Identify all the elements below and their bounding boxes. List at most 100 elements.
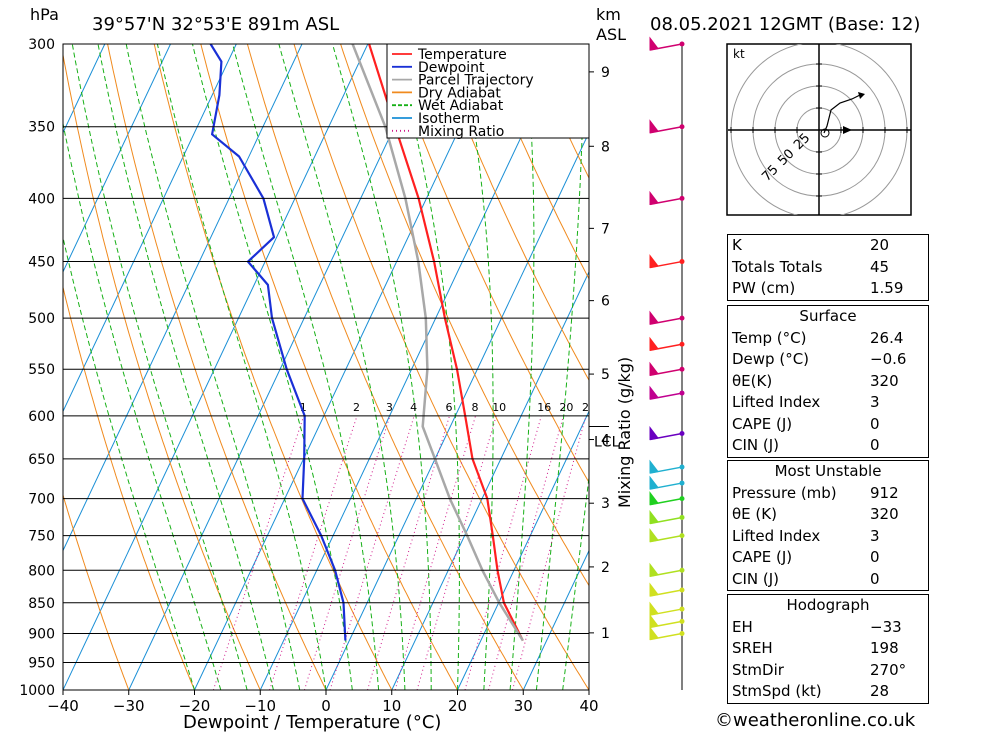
km-tick-label: 9: [601, 65, 610, 81]
row-label: Temp (°C): [732, 328, 807, 347]
wind-barb-dot: [679, 630, 685, 636]
wet-adiabat-line: [459, 44, 494, 690]
panel-row: PW (cm) 1.59: [728, 278, 928, 300]
wet-adiabat-line: [509, 44, 535, 690]
x-axis-label: Dewpoint / Temperature (°C): [183, 712, 441, 733]
hodograph-unit-label: kt: [733, 47, 745, 61]
row-label: θE (K): [732, 505, 777, 523]
x-tick-label: 10: [382, 697, 401, 715]
wind-barb-flag: [649, 254, 659, 269]
row-label: Lifted Index: [732, 526, 821, 545]
datetime-title: 08.05.2021 12GMT (Base: 12): [650, 14, 920, 35]
row-value: 0: [870, 414, 880, 433]
isotherm-line: [259, 44, 566, 690]
legend-entry: Parcel Trajectory: [418, 73, 534, 89]
row-value: 270°: [870, 660, 907, 679]
isotherm-line: [194, 44, 500, 690]
panel-row: θE (K) 320: [728, 504, 928, 526]
dry-adiabat-line: [479, 44, 589, 280]
x-tick-label: 30: [514, 697, 533, 715]
row-value: 0: [870, 436, 880, 454]
surface-panel: Surface Temp (°C) 26.4 Dewp (°C) −0.6 θE(K) 32…: [727, 305, 929, 458]
row-label: CAPE (J): [732, 548, 793, 566]
wind-barb-flag: [649, 582, 659, 597]
mixing-ratio-line: [367, 415, 450, 690]
wind-barb-dot: [679, 259, 685, 265]
dry-adiabat-line: [63, 52, 261, 690]
row-label: θE(K): [732, 371, 773, 390]
wind-barb-flag: [649, 491, 659, 506]
wind-barb-flag: [649, 310, 659, 325]
row-value: 28: [870, 682, 890, 700]
panel-row: Pressure (mb) 912: [728, 483, 928, 505]
pressure-tick-label: 950: [28, 655, 55, 671]
row-label: Dewp (°C): [732, 350, 810, 368]
credit-text: ©weatheronline.co.uk: [715, 710, 916, 731]
wind-barb-flag: [649, 36, 659, 51]
wind-barb-dot: [679, 315, 685, 321]
mixing-ratio-label: 4: [410, 401, 417, 414]
wind-barb-flag: [649, 509, 659, 525]
km-tick-label: 1: [601, 626, 610, 642]
wind-barb-dot: [679, 567, 685, 573]
dry-adiabat-line: [63, 285, 195, 690]
wind-barb-dot: [679, 606, 685, 612]
legend-entry: Wet Adiabat: [418, 98, 504, 114]
wet-adiabat-line: [562, 473, 589, 690]
row-value: 3: [870, 526, 880, 545]
wind-barb-dot: [679, 431, 685, 437]
panel-title: Surface: [799, 307, 857, 325]
km-tick-label: 3: [601, 496, 610, 512]
pressure-tick-label: 550: [28, 362, 55, 378]
pressure-tick-label: 900: [28, 626, 55, 642]
legend-entry: Dry Adiabat: [418, 85, 501, 101]
row-label: K: [732, 236, 742, 254]
panel-row: Lifted Index 3: [728, 392, 928, 414]
wind-barb-flag: [649, 528, 659, 543]
wind-barb-dot: [679, 496, 685, 502]
row-value: 20: [870, 236, 890, 254]
pressure-tick-label: 450: [28, 255, 55, 271]
wind-barb-dot: [679, 464, 685, 470]
wet-adiabat-line: [156, 44, 327, 690]
wind-barb-dot: [679, 341, 685, 347]
mixing-ratio-label: 8: [472, 401, 479, 414]
wind-barb-flag: [649, 625, 659, 641]
mixing-ratio-line: [212, 415, 305, 690]
wind-barb-dot: [679, 618, 685, 624]
row-label: Lifted Index: [732, 393, 821, 411]
wind-barb-flag: [649, 190, 659, 205]
wind-barb-dot: [679, 533, 685, 539]
x-tick-label: −30: [113, 697, 145, 715]
dry-adiabat-line: [433, 44, 589, 382]
wind-barb-dot: [679, 195, 685, 201]
mixing-ratio-label: 20: [559, 401, 573, 414]
hodograph-storm-motion: [843, 126, 852, 134]
row-value: 0: [870, 569, 880, 588]
indices-panel: K 20 Totals Totals 45 PW (cm) 1.59: [727, 234, 929, 301]
isotherm-line: [63, 44, 171, 274]
pressure-tick-label: 300: [28, 37, 55, 53]
wind-barb-dot: [679, 587, 685, 593]
pressure-tick-label: 850: [28, 596, 55, 612]
mixing-ratio-label: 16: [537, 401, 551, 414]
pressure-tick-label: 500: [28, 311, 55, 327]
mixing-ratio-label: 3: [386, 401, 393, 414]
wind-barb-dot: [679, 41, 685, 47]
panel-row: θE(K) 320: [728, 371, 928, 393]
wet-adiabat-line: [192, 44, 353, 690]
mixing-ratio-axis-label: Mixing Ratio (g/kg): [615, 357, 634, 508]
hodograph-trace: [823, 93, 863, 134]
panel-row: Lifted Index 3: [728, 526, 928, 548]
wind-barb-flag: [649, 385, 659, 400]
mixing-ratio-label: 25: [582, 401, 596, 414]
panel-row: SREH 198: [728, 638, 928, 660]
row-label: CIN (J): [732, 436, 780, 454]
hodograph-storm-marker: [820, 128, 830, 138]
lcl-label: LCL: [594, 435, 620, 451]
pressure-tick-label: 700: [28, 492, 55, 508]
hodograph-arrow: [858, 92, 865, 99]
wet-adiabat-line: [535, 44, 585, 690]
